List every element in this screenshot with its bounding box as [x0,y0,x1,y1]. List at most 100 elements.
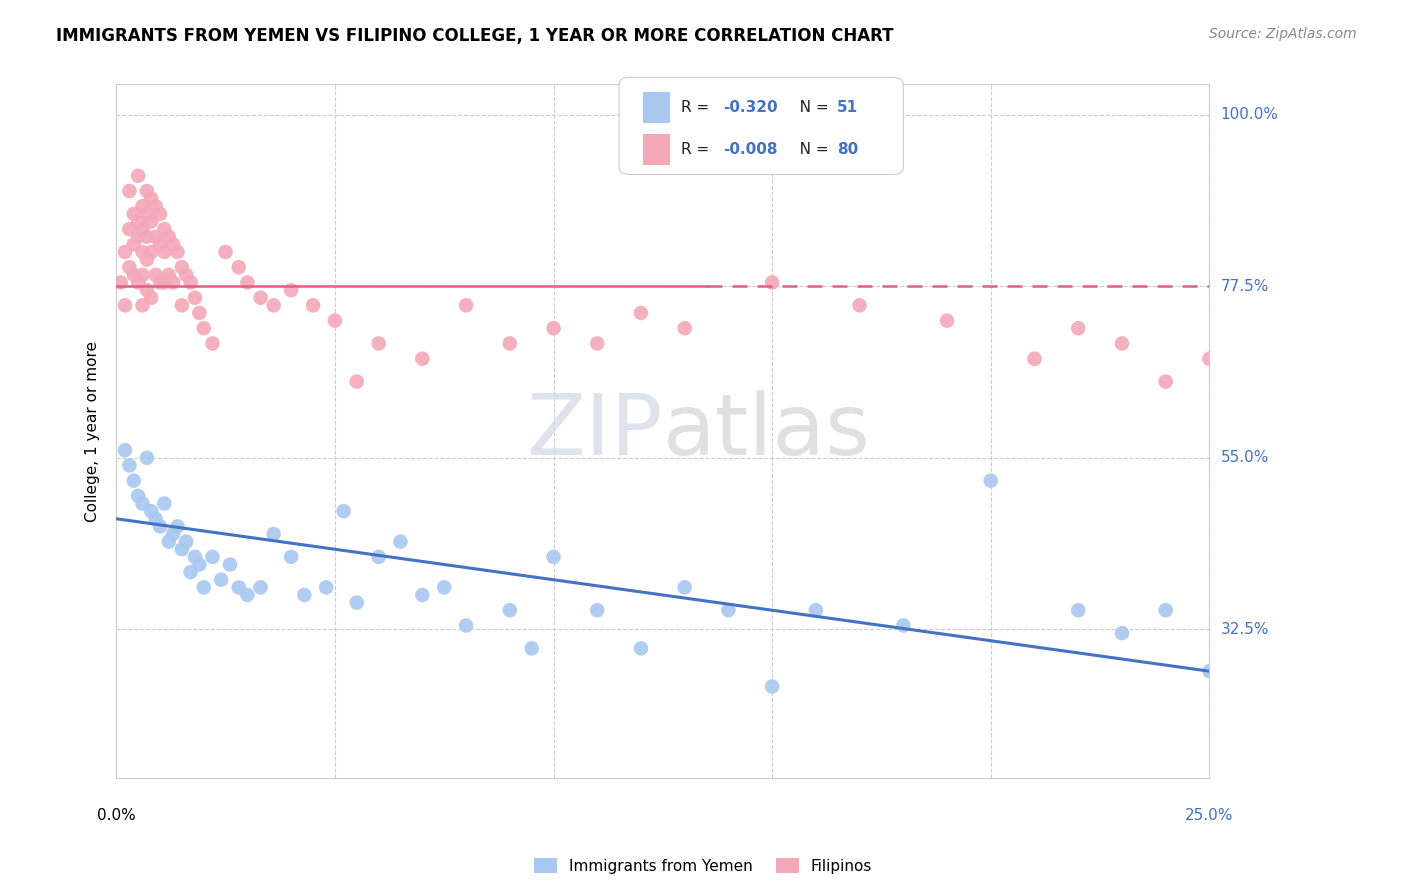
Point [118,222,141,236]
Text: N =: N = [786,142,834,157]
Legend: Immigrants from Yemen, Filipinos: Immigrants from Yemen, Filipinos [527,852,879,880]
Point [1198,351,1220,366]
Point [135,283,157,297]
Text: 77.5%: 77.5% [1220,279,1268,293]
Point [454,618,477,632]
Point [411,588,433,602]
Point [122,268,145,282]
Point [145,199,167,213]
Point [936,313,959,327]
Point [389,534,412,549]
Point [166,519,188,533]
Point [346,596,368,610]
Point [131,496,153,510]
Point [131,298,153,312]
Point [520,641,543,656]
Point [586,336,609,351]
Text: R =: R = [682,100,714,115]
Point [201,549,224,564]
Point [149,207,172,221]
Text: 51: 51 [837,100,858,115]
Point [1024,351,1046,366]
Text: 55.0%: 55.0% [1220,450,1268,466]
Point [153,222,176,236]
Point [114,245,136,260]
Point [280,283,302,297]
Point [543,321,565,335]
Point [1111,626,1133,640]
Point [219,558,242,572]
Point [157,268,180,282]
Point [980,474,1002,488]
Point [174,268,197,282]
Point [332,504,354,518]
Text: Source: ZipAtlas.com: Source: ZipAtlas.com [1209,27,1357,41]
Point [149,519,172,533]
Point [157,229,180,244]
Point [184,291,207,305]
Point [367,336,389,351]
Point [135,450,157,465]
Point [302,298,325,312]
Point [193,580,215,594]
Point [891,618,914,632]
Point [1329,412,1351,426]
Point [236,276,259,290]
Point [1111,336,1133,351]
Point [630,641,652,656]
Point [127,214,149,228]
Text: atlas: atlas [662,390,870,473]
Point [804,603,827,617]
Point [1241,375,1264,389]
Point [135,207,157,221]
FancyBboxPatch shape [643,134,671,165]
Point [717,603,740,617]
Point [411,351,433,366]
Text: IMMIGRANTS FROM YEMEN VS FILIPINO COLLEGE, 1 YEAR OR MORE CORRELATION CHART: IMMIGRANTS FROM YEMEN VS FILIPINO COLLEG… [56,27,894,45]
Point [848,298,870,312]
Text: 0.0%: 0.0% [97,808,135,823]
Point [118,260,141,275]
Point [131,222,153,236]
Point [454,298,477,312]
Y-axis label: College, 1 year or more: College, 1 year or more [86,341,100,522]
Point [131,245,153,260]
Text: 100.0%: 100.0% [1220,107,1278,122]
Point [149,237,172,252]
Text: ZIP: ZIP [526,390,662,473]
Point [162,527,184,541]
Point [586,603,609,617]
Text: 25.0%: 25.0% [1185,808,1233,823]
Point [170,298,193,312]
Point [122,474,145,488]
Point [141,245,163,260]
Point [1154,375,1177,389]
Point [166,245,188,260]
Point [157,534,180,549]
Point [135,229,157,244]
Point [127,169,149,183]
Point [141,214,163,228]
Text: N =: N = [786,100,834,115]
Point [141,291,163,305]
Point [145,229,167,244]
Point [346,375,368,389]
Point [1154,603,1177,617]
Point [433,580,456,594]
Point [228,260,250,275]
Text: R =: R = [682,142,714,157]
Point [135,252,157,267]
Text: -0.008: -0.008 [723,142,778,157]
Point [114,298,136,312]
Point [141,504,163,518]
Point [543,549,565,564]
Point [673,580,696,594]
Point [135,184,157,198]
Point [184,549,207,564]
Point [367,549,389,564]
Point [122,207,145,221]
Point [118,458,141,473]
Point [145,512,167,526]
Text: -0.320: -0.320 [723,100,778,115]
Point [180,276,202,290]
